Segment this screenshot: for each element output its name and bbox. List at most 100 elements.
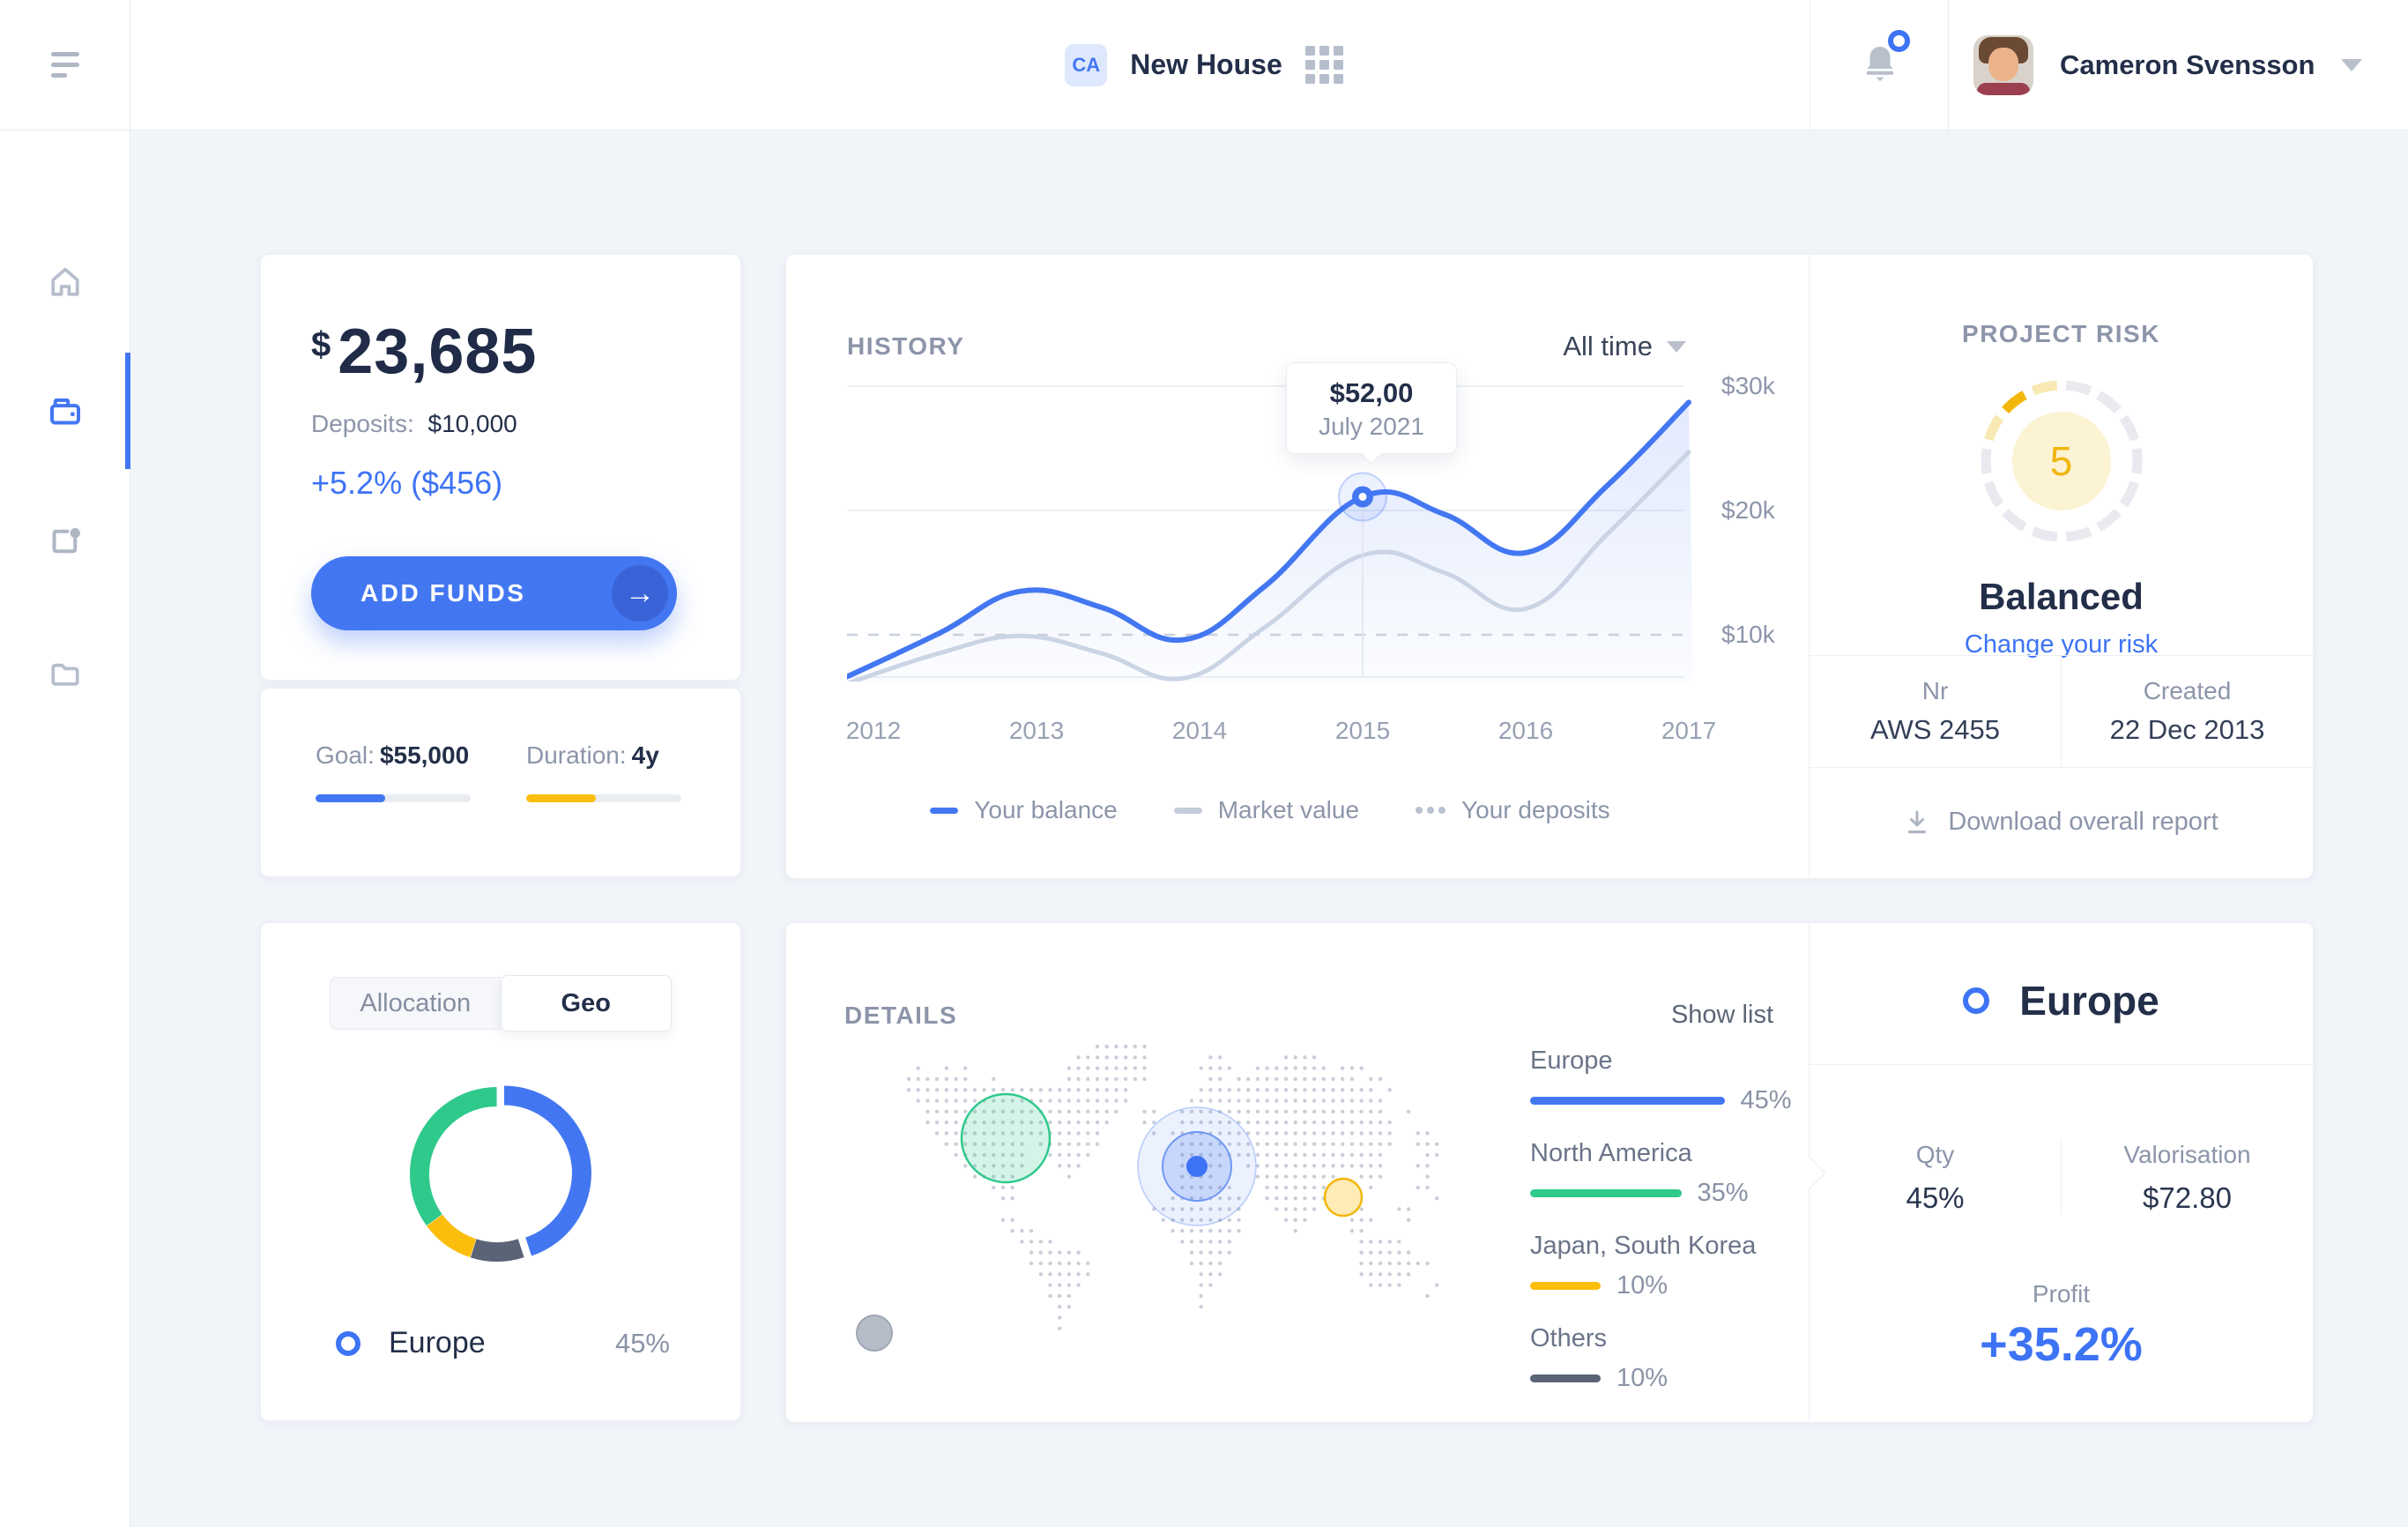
folder-icon (50, 663, 79, 686)
geo-list-item[interactable]: Others 10% (1530, 1324, 1795, 1393)
arrow-right-icon: → (612, 565, 668, 622)
europe-dot-icon (1963, 987, 1990, 1014)
donut-segment-north-america[interactable] (410, 1087, 497, 1226)
x-tick-label: 2015 (1334, 717, 1391, 744)
risk-created-cell: Created 22 Dec 2013 (2061, 656, 2313, 767)
bell-icon (1866, 47, 1893, 82)
x-tick-label: 2014 (1171, 717, 1228, 744)
download-report-button[interactable]: Download overall report (1810, 766, 2313, 878)
sidebar-active-indicator (125, 353, 130, 469)
risk-info-band: Nr AWS 2455 Created 22 Dec 2013 (1810, 655, 2313, 768)
history-title: HISTORY (847, 332, 965, 360)
details-panel: DETAILS Show list Europe 45% North America… (786, 923, 1810, 1422)
x-tick-label: 2012 (845, 717, 902, 744)
details-card: DETAILS Show list Europe 45% North America… (785, 922, 2314, 1423)
geo-item-label: North America (1530, 1139, 1692, 1167)
profile-menu[interactable]: Cameron Svensson (1948, 0, 2408, 130)
download-icon (1908, 810, 1927, 833)
time-range-select[interactable]: All time (1563, 331, 1686, 362)
risk-gauge: 5 (1973, 373, 2150, 549)
legend-swatch-gray (1173, 807, 1202, 814)
valorisation-label: Valorisation (2123, 1141, 2251, 1168)
donut-legend-label: Europe (389, 1326, 486, 1359)
created-label: Created (2143, 677, 2232, 704)
donut-legend: Europe 45% (336, 1326, 670, 1360)
donut-chart[interactable] (404, 1077, 598, 1271)
sidebar-item-files[interactable] (0, 654, 130, 693)
geo-list-item[interactable]: Japan, South Korea 10% (1530, 1232, 1795, 1300)
geo-item-pct: 10% (1616, 1271, 1669, 1300)
apps-grid-icon[interactable] (1304, 46, 1343, 84)
geo-list-item[interactable]: North America 35% (1530, 1139, 1795, 1208)
top-bar: CA New House Cameron Svensson (0, 0, 2408, 130)
chevron-down-icon (2341, 58, 2363, 71)
europe-title: Europe (2019, 978, 2159, 1024)
others-bubble (856, 1315, 893, 1352)
chart-legend: Your balance Market value Your deposits (847, 796, 1693, 824)
x-tick-label: 2013 (1008, 717, 1065, 744)
tab-allocation[interactable]: Allocation (330, 977, 501, 1030)
history-risk-card: HISTORY All time $30k $20k $10k 2012 2013 20… (785, 254, 2314, 879)
project-risk-title: PROJECT RISK (1962, 320, 2160, 347)
duration-progress-track (526, 794, 681, 802)
notification-dot (1887, 30, 1910, 52)
workspace-badge[interactable]: CA (1065, 43, 1108, 86)
workspace-title: New House (1130, 48, 1282, 80)
user-name: Cameron Svensson (2060, 48, 2315, 80)
time-range-value: All time (1563, 331, 1653, 361)
sidebar-item-portfolio[interactable] (0, 392, 130, 431)
geo-item-bar (1530, 1097, 1725, 1105)
tooltip-date: July 2021 (1319, 413, 1424, 440)
goal-value: $55,000 (379, 741, 470, 769)
japan-korea-bubble[interactable] (1323, 1177, 1364, 1218)
x-tick-label: 2016 (1498, 717, 1554, 744)
add-funds-button[interactable]: ADD FUNDS → (311, 556, 677, 630)
duration-progress-fill (526, 794, 597, 802)
avatar (1973, 34, 2033, 95)
europe-bubble-dot (1186, 1156, 1208, 1177)
notifications-button[interactable] (1810, 0, 1949, 130)
north-america-bubble[interactable] (960, 1092, 1052, 1184)
y-tick-label: $30k (1721, 372, 1775, 399)
workspace-header: CA New House (0, 0, 2408, 130)
change-risk-link[interactable]: Change your risk (1964, 630, 2159, 659)
created-value: 22 Dec 2013 (2109, 714, 2265, 745)
profit-label: Profit (2032, 1280, 2091, 1307)
valorisation-value: $72.80 (2143, 1181, 2232, 1214)
geo-list: Europe 45% North America 35% Japan, South Ko… (1530, 1047, 1795, 1417)
nr-value: AWS 2455 (1869, 714, 2001, 745)
geo-item-pct: 10% (1616, 1364, 1669, 1392)
donut-segment-others[interactable] (470, 1239, 524, 1262)
line-chart[interactable] (838, 371, 1693, 689)
history-chart: $30k $20k $10k 2012 2013 2014 2015 2016 2017 $5… (838, 362, 1808, 865)
y-tick-label: $10k (1721, 621, 1775, 648)
risk-level-label: Balanced (1979, 576, 2144, 617)
menu-button[interactable] (0, 0, 130, 130)
sidebar-item-home[interactable] (0, 263, 130, 302)
geo-donut-chart (404, 1077, 598, 1276)
balance-amount: 23,685 (338, 317, 538, 387)
tab-geo[interactable]: Geo (500, 975, 672, 1032)
geo-item-label: Japan, South Korea (1530, 1232, 1757, 1260)
y-tick-label: $20k (1721, 496, 1775, 524)
nr-label: Nr (1921, 677, 1949, 704)
legend-your-deposits: Your deposits (1416, 796, 1610, 824)
currency-symbol: $ (311, 325, 331, 364)
donut-segment-europe[interactable] (503, 1085, 591, 1256)
goal-card: Goal: $55,000 Duration: 4y (260, 688, 741, 877)
geo-item-label: Others (1530, 1324, 1608, 1352)
sidebar-item-reports[interactable] (0, 522, 130, 561)
history-panel: HISTORY All time $30k $20k $10k 2012 2013 20… (786, 255, 1810, 878)
gauge-chart (1981, 380, 2142, 542)
europe-panel: Europe Qty 45% Valorisation $72.80 Profi… (1792, 923, 2313, 1422)
donut-segment-japan-south-korea[interactable] (427, 1214, 477, 1258)
show-list-link[interactable]: Show list (1670, 1001, 1773, 1029)
world-map (904, 1041, 1468, 1350)
geo-item-bar (1530, 1189, 1682, 1197)
geo-list-item[interactable]: Europe 45% (1530, 1047, 1795, 1115)
hamburger-icon (50, 52, 79, 78)
sidebar (0, 130, 130, 1527)
europe-header: Europe (1810, 923, 2313, 1065)
report-icon (52, 528, 80, 554)
profit-value: +35.2% (1980, 1318, 2143, 1371)
